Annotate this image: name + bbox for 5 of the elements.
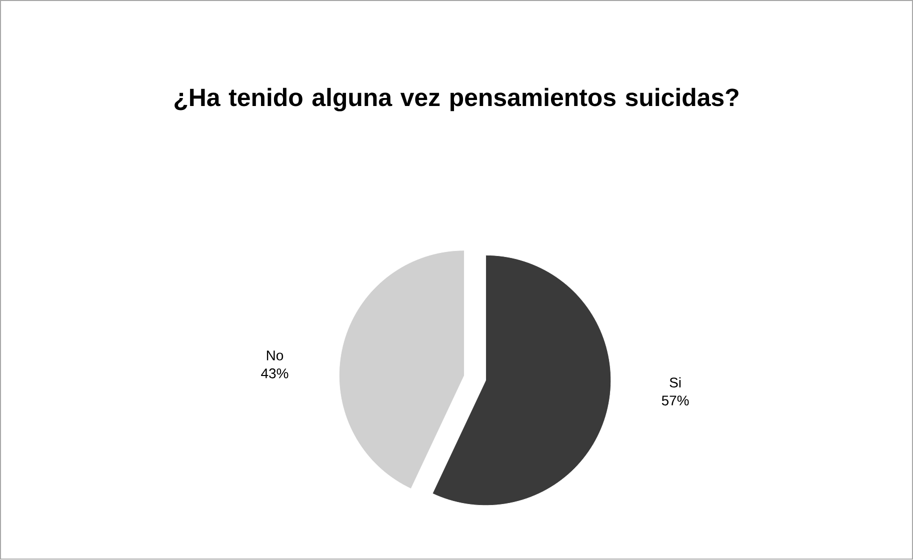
slice-label: Si — [670, 377, 681, 388]
data-label: 43% — [261, 368, 288, 379]
data-label: 57% — [662, 396, 689, 406]
chart-title: ¿Ha tenido alguna vez pensamientos suicidas? — [174, 88, 738, 112]
slice-label: No — [266, 350, 284, 361]
